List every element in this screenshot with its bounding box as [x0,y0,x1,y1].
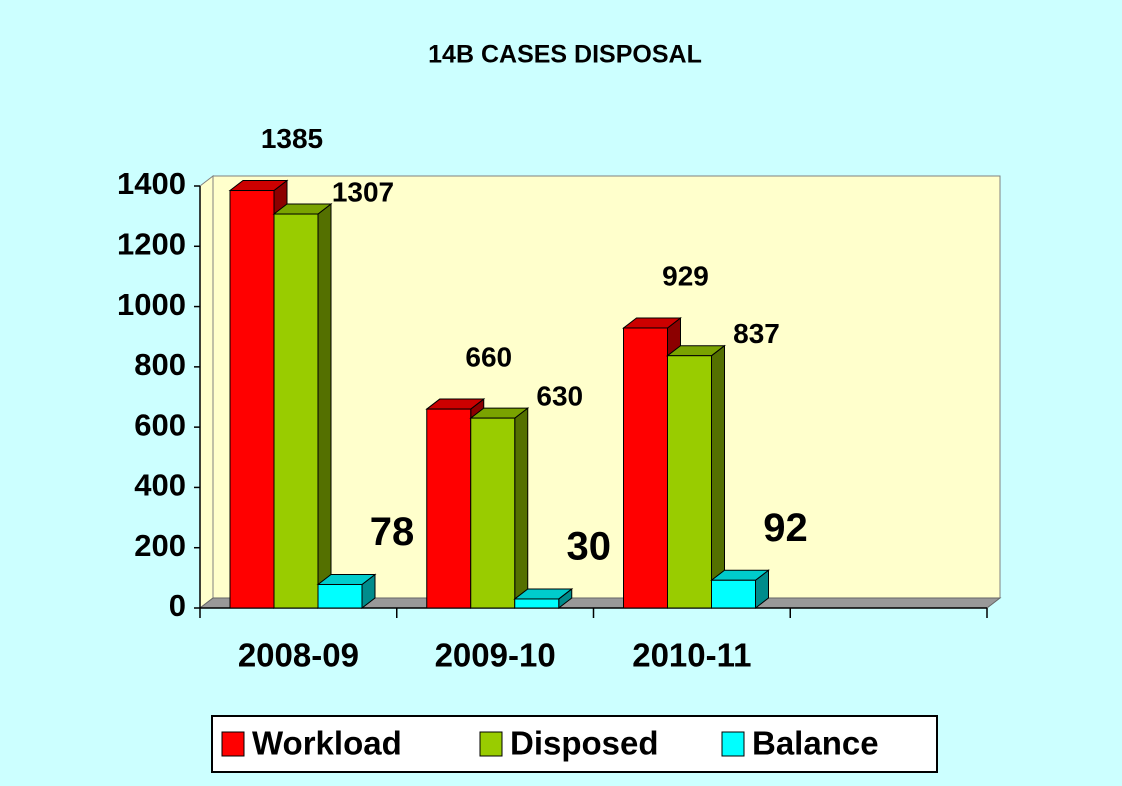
data-label: 1385 [261,123,323,154]
legend-label: Workload [252,725,402,762]
legend-swatch [221,731,245,757]
bar-side [514,407,529,610]
data-label: 92 [763,506,808,550]
y-tick-label: 1200 [117,226,186,261]
data-label: 929 [662,260,709,291]
data-label: 78 [370,510,415,554]
y-tick-label: 200 [134,528,186,563]
bar [229,190,275,609]
bar [426,408,472,609]
x-tick-label: 2010-11 [632,637,751,674]
data-label: 837 [733,318,780,349]
side-wall [199,174,214,610]
bar [711,579,756,609]
chart-title: 14B CASES DISPOSAL [428,41,702,69]
bar-side [711,344,725,610]
y-tick-label: 1000 [117,287,186,322]
bar [514,598,560,609]
bar [623,327,668,609]
legend-label: Disposed [510,725,659,762]
bar [273,213,319,609]
legend-box [211,715,938,773]
y-tick-label: 400 [134,468,186,503]
back-wall [212,175,1001,599]
data-label: 630 [536,380,583,411]
y-tick-label: 800 [134,347,186,382]
legend-swatch [721,731,745,757]
bar [317,583,363,609]
x-tick-label: 2008-09 [238,637,359,674]
y-tick-label: 0 [169,588,186,623]
data-label: 660 [465,341,512,372]
legend-swatch [479,731,503,757]
bar [470,417,516,609]
bar-side [317,203,332,610]
y-tick-label: 1400 [117,166,186,201]
data-label: 30 [567,525,612,569]
x-tick-label: 2009-10 [435,637,556,674]
legend-label: Balance [752,725,879,762]
data-label: 1307 [332,176,394,207]
y-tick-label: 600 [134,407,186,442]
bar [667,355,712,609]
